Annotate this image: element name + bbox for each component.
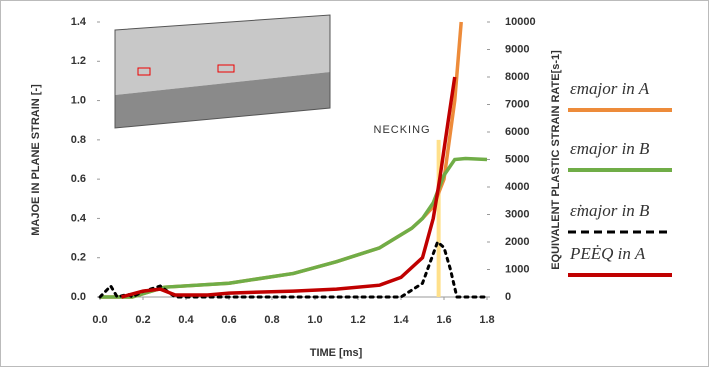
- y-tick-label: 1.2: [71, 55, 86, 67]
- y2-tick-label: 9000: [505, 43, 529, 55]
- y2-tick-label: 7000: [505, 98, 529, 110]
- x-tick-label: 1.4: [393, 314, 409, 326]
- x-tick-label: 0.2: [135, 314, 150, 326]
- y-tick-label: 0.0: [71, 291, 86, 303]
- x-tick-label: 1.2: [350, 314, 365, 326]
- inset-image: [115, 15, 330, 128]
- y2-tick-label: 0: [505, 291, 511, 303]
- x-tick-label: 1.8: [479, 314, 494, 326]
- legend-label: εmajor in B: [570, 139, 650, 158]
- chart: TIME [ms] MAJOE IN PLANE STRAIN [-] EQUI…: [0, 0, 709, 367]
- y-tick-label: 0.8: [71, 134, 86, 146]
- frame: [1, 1, 709, 367]
- y-tick-label: 0.6: [71, 173, 86, 185]
- y2-tick-label: 10000: [505, 16, 536, 28]
- y-tick-label: 1.4: [71, 16, 87, 28]
- x-tick-label: 0.8: [264, 314, 279, 326]
- necking-label: NECKING: [374, 124, 431, 136]
- legend-label: ε̇major in B: [570, 201, 650, 220]
- x-tick-label: 1.0: [307, 314, 322, 326]
- y-tick-label: 0.2: [71, 252, 86, 264]
- x-tick-label: 0.4: [178, 314, 194, 326]
- y2-tick-label: 4000: [505, 181, 529, 193]
- y2-tick-label: 2000: [505, 236, 529, 248]
- y2-tick-label: 1000: [505, 263, 529, 275]
- x-tick-label: 0.6: [221, 314, 236, 326]
- legend-label: εmajor in A: [570, 79, 650, 98]
- y-tick-label: 0.4: [71, 212, 87, 224]
- y-axis-label: MAJOE IN PLANE STRAIN [-]: [30, 84, 42, 236]
- legend-label: PEĖQ in A: [569, 244, 646, 263]
- y2-tick-label: 8000: [505, 71, 529, 83]
- x-tick-label: 1.6: [436, 314, 451, 326]
- y-tick-label: 1.0: [71, 94, 86, 106]
- x-tick-label: 0.0: [92, 314, 107, 326]
- y2-tick-label: 3000: [505, 208, 529, 220]
- y2-tick-label: 6000: [505, 126, 529, 138]
- x-axis-label: TIME [ms]: [310, 347, 363, 359]
- y2-axis-label: EQUIVALENT PLASTIC STRAIN RATE[s-1]: [550, 50, 562, 270]
- y2-tick-label: 5000: [505, 153, 529, 165]
